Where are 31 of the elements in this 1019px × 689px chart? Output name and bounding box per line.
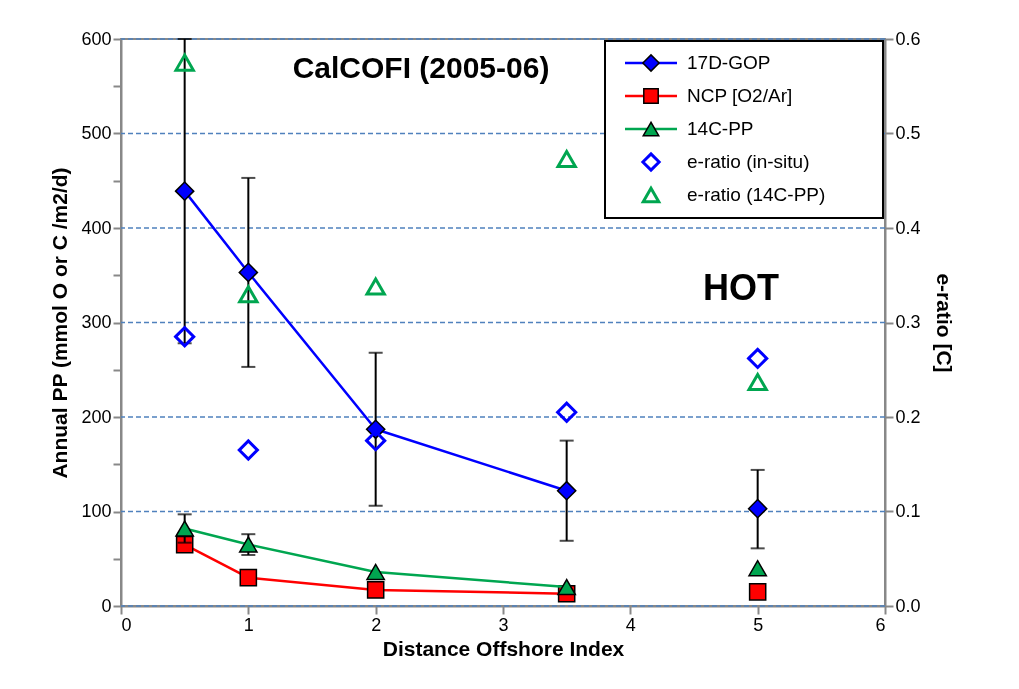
legend-label: e-ratio (14C-PP) <box>687 184 826 205</box>
y-tick-label: 400 <box>81 217 112 238</box>
y2-tick-label: 0.5 <box>895 123 921 143</box>
x-tick-label: 5 <box>753 614 764 635</box>
y-tick-label: 200 <box>81 406 112 427</box>
y-tick-label: 600 <box>81 28 112 49</box>
y2-tick-label: 0.4 <box>895 217 921 238</box>
y2-axis-title: e-ratio [C] <box>932 273 956 373</box>
legend-label: NCP [O2/Ar] <box>687 85 793 106</box>
legend-label: e-ratio (in-situ) <box>687 151 810 172</box>
x-axis-title: Distance Offshore Index <box>382 636 625 660</box>
x-tick-label: 3 <box>498 614 509 635</box>
y-tick-label: 0 <box>101 595 112 616</box>
y-tick-label: 300 <box>81 312 112 332</box>
y2-tick-label: 0.0 <box>895 595 921 616</box>
x-tick-label: 6 <box>875 614 886 635</box>
x-tick-label: 2 <box>371 614 382 635</box>
y2-tick-label: 0.1 <box>895 501 921 521</box>
y-tick-label: 100 <box>81 501 112 521</box>
annotation: HOT <box>703 267 779 308</box>
y2-tick-label: 0.3 <box>895 312 921 332</box>
x-tick-label: 0 <box>121 614 132 635</box>
y-axis-title: Annual PP (mmol O or C /m2/d) <box>48 167 72 479</box>
y-tick-label: 500 <box>81 123 112 143</box>
y2-tick-label: 0.6 <box>895 28 921 49</box>
annotation: CalCOFI (2005-06) <box>292 51 550 84</box>
x-tick-label: 4 <box>625 614 636 635</box>
legend-label: 14C-PP <box>687 118 754 139</box>
x-tick-label: 1 <box>243 614 254 635</box>
legend-label: 17D-GOP <box>687 52 771 73</box>
y2-tick-label: 0.2 <box>895 406 921 427</box>
